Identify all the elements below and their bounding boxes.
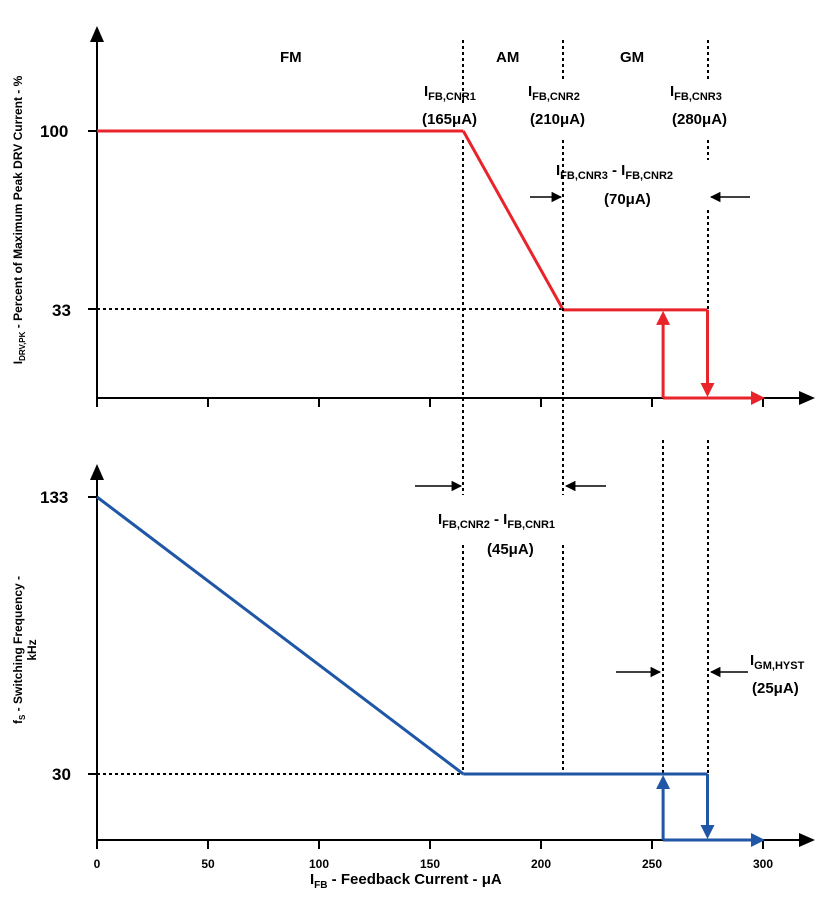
corner-1-value: (165μA) [422,111,477,128]
x-tick-label-0: 0 [94,857,101,871]
span-cnr2-cnr1-value: (45μA) [487,541,534,558]
x-tick-label-150: 150 [420,857,440,871]
drv-down-arrow-icon [700,383,715,397]
top-y-axis-arrow-icon [90,26,104,42]
top-ytick-33: 33 [52,301,71,320]
span-cnr3-cnr2-label: IFB,CNR3 - IFB,CNR2 [556,162,673,182]
top-y-axis-label: IDRV,PK - Percent of Maximum Peak DRV Cu… [11,75,27,364]
bottom-y-axis-label-line2: kHz [25,639,39,660]
corner-2-value: (210μA) [530,111,585,128]
region-gm-label: GM [620,49,644,66]
freq-up-arrow-icon [656,775,671,789]
corner-3-value: (280μA) [672,111,727,128]
freq-end-arrow-icon [751,833,765,847]
bottom-y-axis-arrow-icon [90,464,104,480]
corner-2-label: IFB,CNR2 [528,83,580,103]
bottom-x-tick-marks [96,840,764,849]
bottom-series-group [96,495,765,847]
bottom-panel: 133 30 fS - Switching Frequency - kHz IF… [11,464,815,891]
corner-3-label: IFB,CNR3 [670,83,722,103]
drv-end-arrow-icon [751,391,765,405]
top-x-tick-marks [96,398,764,407]
bottom-ytick-133: 133 [40,488,68,507]
x-axis-label: IFB - Feedback Current - μA [310,871,502,891]
hyst-label: IGM,HYST [750,652,805,672]
drv-up-arrow-icon [656,310,671,325]
span-cnr3-cnr2-value: (70μA) [604,191,651,208]
top-ytick-100: 100 [40,122,68,141]
x-tick-label-300: 300 [753,857,773,871]
top-panel: 100 33 IDRV,PK - Percent of Maximum Peak… [11,26,815,407]
bottom-x-axis-arrow-icon [799,833,815,847]
bottom-y-axis-label-line1: fS - Switching Frequency - [11,576,27,724]
x-tick-label-100: 100 [309,857,329,871]
freq-down-arrow-icon [700,825,715,839]
drv-segment-1 [461,130,565,311]
corner-guides [462,40,709,774]
hyst-value: (25μA) [752,680,799,697]
top-x-axis-arrow-icon [799,391,815,405]
x-tick-label-250: 250 [642,857,662,871]
bottom-ytick-30: 30 [52,765,71,784]
region-fm-label: FM [280,49,302,66]
bottom-x-tick-labels: 0 50 100 150 200 250 300 [94,857,774,871]
top-series-group [97,129,765,405]
freq-segment-0 [96,495,465,776]
x-tick-label-200: 200 [531,857,551,871]
x-tick-label-50: 50 [201,857,215,871]
region-am-label: AM [496,49,519,66]
span-cnr2-cnr1-label: IFB,CNR2 - IFB,CNR1 [438,511,555,531]
corner-1-label: IFB,CNR1 [424,83,476,103]
